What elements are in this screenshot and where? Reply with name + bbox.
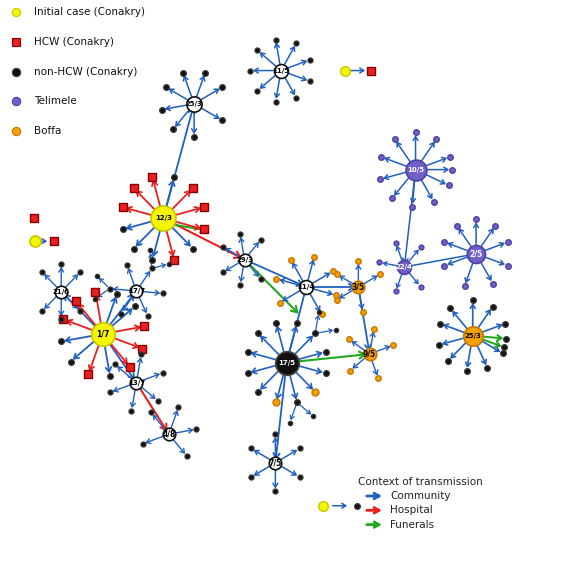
Text: Context of transmission: Context of transmission	[359, 476, 483, 487]
Text: 17/7: 17/7	[128, 288, 145, 294]
Text: 22/4: 22/4	[396, 264, 413, 270]
Text: Funerals: Funerals	[391, 519, 434, 530]
Text: 12/3: 12/3	[155, 215, 172, 222]
Text: 4/8: 4/8	[162, 430, 175, 439]
Text: 13/7: 13/7	[128, 379, 145, 386]
Text: Boffa: Boffa	[34, 126, 62, 136]
Text: 2/5: 2/5	[469, 249, 483, 258]
Text: 29/3: 29/3	[236, 257, 253, 262]
Text: Hospital: Hospital	[391, 505, 433, 515]
Text: 11/5: 11/5	[273, 68, 289, 73]
Text: Community: Community	[391, 491, 451, 501]
Text: 11/4: 11/4	[298, 284, 315, 290]
Text: 17/5: 17/5	[278, 359, 295, 366]
Text: non-HCW (Conakry): non-HCW (Conakry)	[34, 67, 138, 77]
Text: 10/5: 10/5	[407, 166, 424, 173]
Text: 1/7: 1/7	[96, 329, 110, 339]
Text: HCW (Conakry): HCW (Conakry)	[34, 37, 114, 47]
Text: 21/6: 21/6	[53, 289, 70, 294]
Text: 9/5: 9/5	[363, 350, 376, 359]
Text: 3/5: 3/5	[352, 282, 365, 292]
Text: Telimele: Telimele	[34, 96, 77, 106]
Text: 25/3: 25/3	[464, 333, 481, 339]
Text: 7/5: 7/5	[269, 458, 282, 467]
Text: 25/3: 25/3	[185, 101, 202, 107]
Text: Initial case (Conakry): Initial case (Conakry)	[34, 7, 146, 17]
